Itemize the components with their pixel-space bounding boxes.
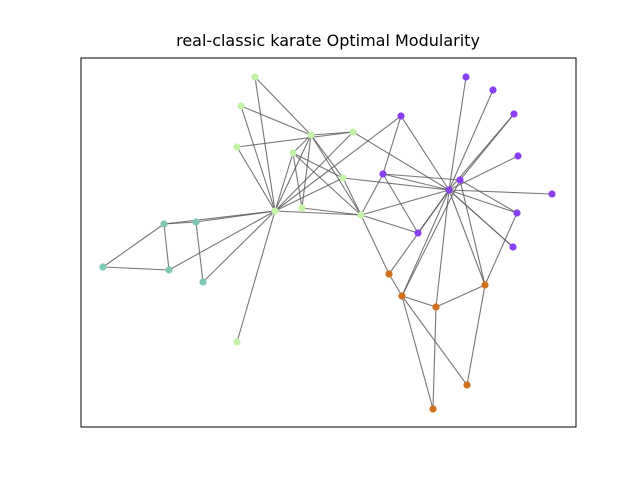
- edge-8-9: [274, 210, 362, 216]
- edge-2-4: [236, 131, 354, 148]
- edge-31-29: [435, 284, 486, 308]
- edge-3-7: [301, 134, 312, 209]
- node-26: [414, 229, 422, 237]
- node-30: [398, 292, 406, 300]
- node-29: [481, 281, 489, 289]
- edges-layer: [102, 76, 553, 410]
- edge-8-15: [202, 210, 276, 283]
- edge-9-21: [360, 173, 384, 216]
- edge-4-23: [352, 131, 450, 191]
- edge-28-30: [388, 273, 403, 297]
- edge-22-30: [401, 179, 461, 297]
- edge-5-9: [292, 152, 362, 216]
- node-7: [298, 204, 306, 212]
- edge-5-8: [274, 152, 294, 212]
- edge-3-8: [274, 134, 312, 212]
- edge-11-13: [102, 223, 165, 268]
- edge-3-5: [292, 134, 312, 154]
- edge-22-29: [459, 179, 486, 286]
- edge-8-14: [168, 210, 276, 271]
- edge-9-26: [360, 214, 419, 234]
- node-5: [289, 149, 297, 157]
- edge-23-27: [448, 189, 514, 248]
- node-21: [379, 170, 387, 178]
- edge-16-23: [448, 76, 467, 191]
- edge-6-8: [274, 177, 344, 212]
- edge-30-33: [401, 295, 434, 410]
- node-27: [509, 243, 517, 251]
- edge-12-15: [195, 221, 204, 283]
- node-33: [429, 405, 437, 413]
- node-32: [463, 381, 471, 389]
- node-18: [397, 112, 405, 120]
- edge-19-22: [459, 113, 515, 181]
- edge-17-23: [448, 89, 494, 191]
- edge-8-10: [236, 210, 276, 343]
- plot-frame: [80, 57, 577, 428]
- node-12: [192, 218, 200, 226]
- node-8: [271, 207, 279, 215]
- node-15: [199, 278, 207, 286]
- edge-11-14: [163, 223, 170, 271]
- node-28: [385, 270, 393, 278]
- node-10: [233, 338, 241, 346]
- nodes-layer: [99, 73, 556, 413]
- node-23: [445, 186, 453, 194]
- edge-3-4: [310, 131, 354, 136]
- edge-9-23: [360, 189, 450, 216]
- node-25: [513, 209, 521, 217]
- node-16: [462, 73, 470, 81]
- edge-22-25: [459, 179, 518, 214]
- node-24: [548, 190, 556, 198]
- node-31: [432, 303, 440, 311]
- node-17: [489, 86, 497, 94]
- node-1: [237, 102, 245, 110]
- node-22: [456, 176, 464, 184]
- edge-29-32: [466, 284, 486, 386]
- node-0: [251, 73, 259, 81]
- node-20: [514, 152, 522, 160]
- node-11: [160, 220, 168, 228]
- edge-30-31: [401, 295, 437, 308]
- edge-9-28: [360, 214, 390, 275]
- edge-3-6: [310, 134, 344, 179]
- edge-6-23: [342, 177, 450, 191]
- node-9: [357, 211, 365, 219]
- edge-21-22: [382, 173, 461, 181]
- edge-6-9: [342, 177, 362, 216]
- node-19: [510, 110, 518, 118]
- edge-5-6: [292, 152, 344, 179]
- edge-0-8: [254, 76, 276, 212]
- edge-25-29: [484, 212, 518, 286]
- edge-18-23: [400, 115, 450, 191]
- edge-1-3: [240, 105, 312, 136]
- node-4: [349, 128, 357, 136]
- edge-0-3: [254, 76, 312, 136]
- edge-24-23: [448, 189, 553, 195]
- edge-23-30: [401, 189, 450, 297]
- node-2: [233, 143, 241, 151]
- edge-7-9: [301, 207, 362, 216]
- edge-11-12: [163, 221, 197, 225]
- node-14: [165, 266, 173, 274]
- edge-25-23: [448, 189, 518, 214]
- chart-title: real-classic karate Optimal Modularity: [176, 31, 480, 50]
- edge-18-21: [382, 115, 402, 175]
- edge-23-29: [448, 189, 486, 286]
- node-3: [307, 131, 315, 139]
- edge-21-26: [382, 173, 419, 234]
- edge-21-23: [382, 173, 450, 191]
- edge-23-26: [417, 189, 450, 234]
- edge-2-8: [236, 146, 276, 212]
- edge-13-14: [102, 266, 170, 271]
- edge-1-8: [240, 105, 276, 212]
- edge-31-33: [432, 306, 437, 410]
- edge-18-8: [274, 115, 402, 212]
- node-6: [339, 174, 347, 182]
- edge-8-12: [195, 210, 276, 223]
- node-13: [99, 263, 107, 271]
- edge-23-31: [435, 189, 450, 308]
